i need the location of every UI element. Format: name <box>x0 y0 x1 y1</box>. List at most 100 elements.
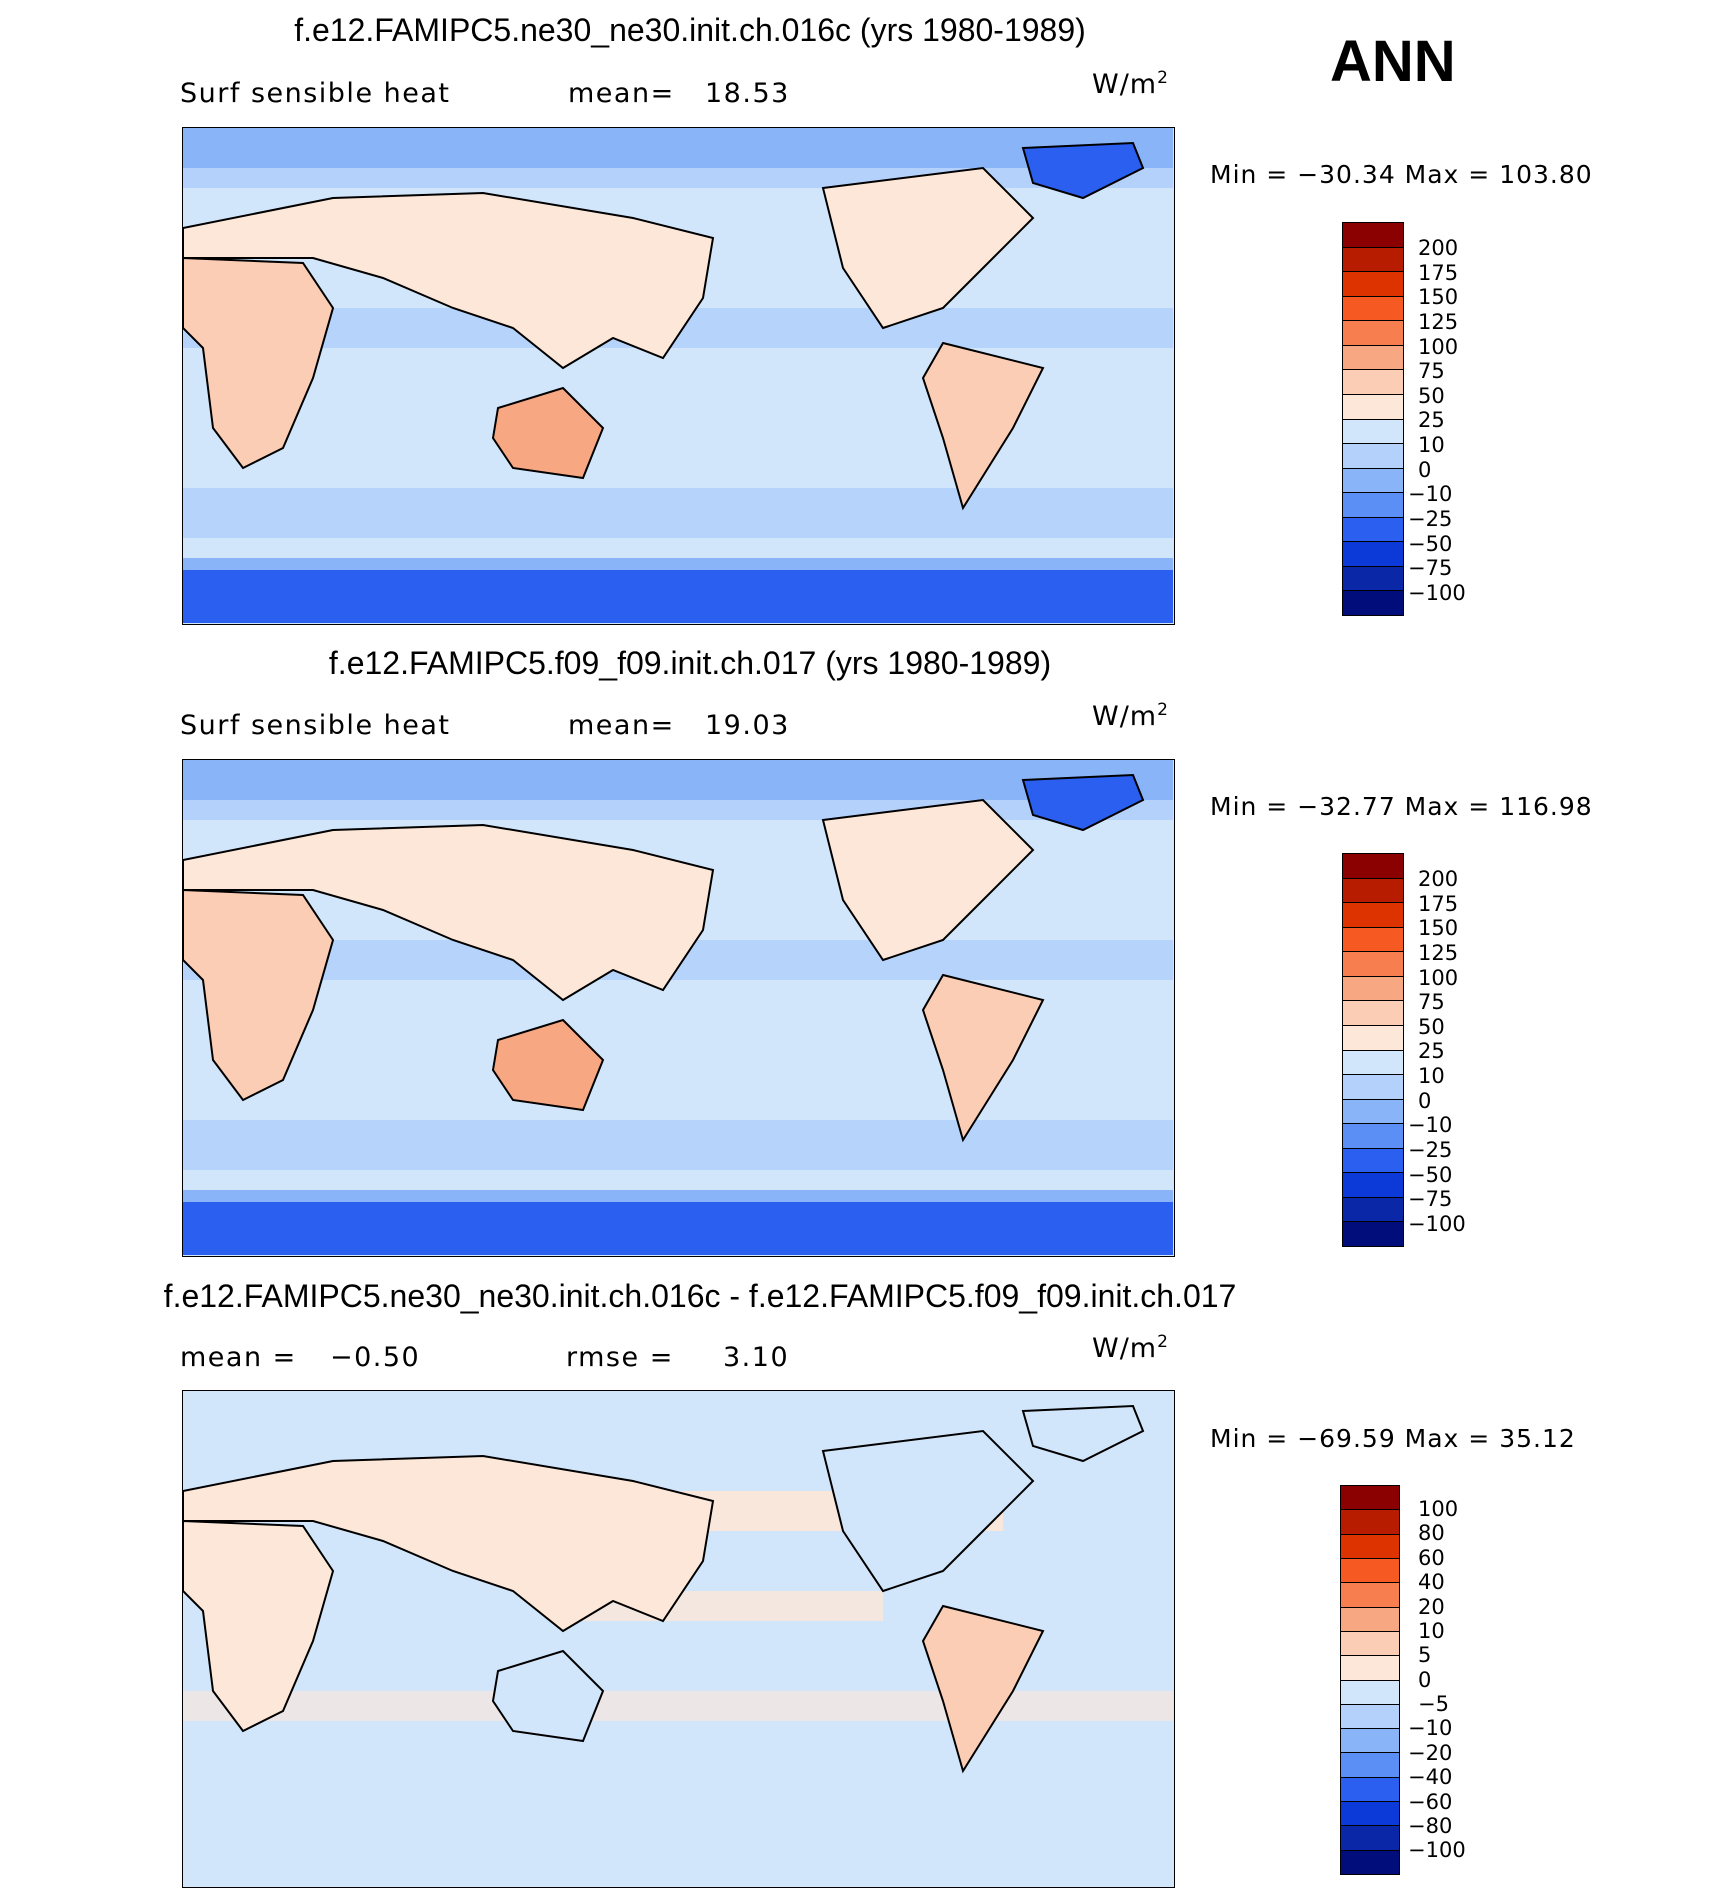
colorbar-swatch <box>1341 1510 1399 1535</box>
colorbar-swatch <box>1343 878 1403 904</box>
colorbar-swatch <box>1343 1148 1403 1174</box>
colorbar-label: −80 <box>1408 1813 1453 1838</box>
colorbar-label: −100 <box>1408 1211 1466 1236</box>
panel-1-mean-label: mean= <box>568 78 675 109</box>
panel-1-units: W/m2 <box>1092 68 1169 100</box>
colorbar-swatch <box>1343 976 1403 1002</box>
panel-2-variable-label: Surf sensible heat <box>180 710 451 741</box>
panel-3-map <box>182 1390 1175 1888</box>
colorbar-label: 125 <box>1418 309 1459 334</box>
colorbar-label: −25 <box>1408 506 1453 531</box>
colorbar-label: −100 <box>1408 1838 1466 1863</box>
colorbar-swatch <box>1341 1656 1399 1681</box>
colorbar-label: 125 <box>1418 940 1459 965</box>
colorbar-label: 100 <box>1418 1497 1459 1521</box>
colorbar-swatch <box>1343 247 1403 273</box>
colorbar-swatch <box>1343 1124 1403 1149</box>
colorbar-swatch <box>1343 1050 1403 1076</box>
colorbar-swatch <box>1343 370 1403 395</box>
colorbar-swatch <box>1341 1704 1399 1730</box>
colorbar-swatch <box>1343 927 1403 953</box>
colorbar-label: −10 <box>1408 1716 1453 1741</box>
colorbar-swatch <box>1343 1075 1403 1100</box>
colorbar-label: −10 <box>1408 1113 1453 1138</box>
panel-3-mean-value: −0.50 <box>330 1342 421 1373</box>
colorbar-label: −60 <box>1408 1789 1453 1814</box>
colorbar-label: 0 <box>1418 457 1432 482</box>
colorbar-swatch <box>1343 394 1403 420</box>
colorbar-label: −100 <box>1408 580 1466 605</box>
panel-2-units: W/m2 <box>1092 700 1169 732</box>
panel-3-minmax: Min = −69.59 Max = 35.12 <box>1210 1424 1576 1453</box>
colorbar-swatch <box>1341 1777 1399 1803</box>
colorbar-swatch <box>1341 1826 1399 1851</box>
colorbar-swatch <box>1343 321 1403 346</box>
colorbar-swatch <box>1341 1631 1399 1657</box>
colorbar-swatch <box>1341 1680 1399 1705</box>
panel-1-map <box>182 127 1175 625</box>
panel-2-colorbar <box>1342 853 1404 1247</box>
panel-1-title: f.e12.FAMIPC5.ne30_ne30.init.ch.016c (yr… <box>294 12 1086 48</box>
panel-1-colorbar <box>1342 222 1404 616</box>
season-label: ANN <box>1330 29 1456 94</box>
colorbar-swatch <box>1341 1558 1399 1584</box>
colorbar-swatch <box>1343 1197 1403 1223</box>
colorbar-swatch <box>1343 952 1403 977</box>
colorbar-label: −10 <box>1408 482 1453 507</box>
colorbar-label: 5 <box>1418 1643 1432 1668</box>
colorbar-label: 10 <box>1418 1618 1445 1643</box>
colorbar-label: 80 <box>1418 1521 1445 1546</box>
colorbar-label: 200 <box>1418 236 1459 260</box>
panel-3-title: f.e12.FAMIPC5.ne30_ne30.init.ch.016c - f… <box>163 1278 1237 1314</box>
panel-3-mean-label: mean = <box>180 1342 297 1373</box>
colorbar-swatch <box>1343 591 1403 615</box>
colorbar-swatch <box>1343 903 1403 928</box>
colorbar-label: 100 <box>1418 334 1459 359</box>
colorbar-swatch <box>1343 517 1403 543</box>
colorbar-label: −40 <box>1408 1765 1453 1790</box>
colorbar-label: 75 <box>1418 359 1445 384</box>
colorbar-swatch <box>1341 1753 1399 1778</box>
colorbar-label: 175 <box>1418 260 1459 285</box>
colorbar-swatch <box>1343 468 1403 494</box>
colorbar-swatch <box>1343 566 1403 592</box>
panel-2-title: f.e12.FAMIPC5.f09_f09.init.ch.017 (yrs 1… <box>328 645 1052 681</box>
colorbar-label: 25 <box>1418 408 1445 433</box>
panel-3-colorbar <box>1340 1485 1400 1875</box>
panel-2-map <box>182 759 1175 1257</box>
colorbar-swatch <box>1341 1850 1399 1874</box>
colorbar-label: −50 <box>1408 531 1453 556</box>
colorbar-swatch <box>1343 493 1403 518</box>
colorbar-label: −25 <box>1408 1137 1453 1162</box>
colorbar-swatch <box>1341 1583 1399 1608</box>
colorbar-swatch <box>1343 1173 1403 1198</box>
colorbar-label: 200 <box>1418 867 1459 891</box>
colorbar-swatch <box>1341 1729 1399 1754</box>
colorbar-label: −5 <box>1418 1692 1449 1716</box>
panel-1-map-graphic <box>183 128 1173 623</box>
colorbar-swatch <box>1343 419 1403 445</box>
colorbar-swatch <box>1341 1486 1399 1511</box>
colorbar-swatch <box>1343 345 1403 371</box>
panel-1-minmax: Min = −30.34 Max = 103.80 <box>1210 160 1593 189</box>
colorbar-label: −75 <box>1408 556 1453 581</box>
panel-3-units: W/m2 <box>1092 1332 1169 1364</box>
colorbar-swatch <box>1343 854 1403 879</box>
colorbar-swatch <box>1343 1222 1403 1246</box>
colorbar-label: 10 <box>1418 433 1445 457</box>
colorbar-swatch <box>1343 272 1403 297</box>
colorbar-label: 60 <box>1418 1545 1445 1570</box>
colorbar-label: 100 <box>1418 965 1459 990</box>
colorbar-swatch <box>1343 1099 1403 1125</box>
colorbar-swatch <box>1343 542 1403 567</box>
colorbar-swatch <box>1343 296 1403 322</box>
colorbar-swatch <box>1343 1025 1403 1051</box>
colorbar-label: 75 <box>1418 990 1445 1015</box>
colorbar-label: 20 <box>1418 1594 1445 1619</box>
colorbar-swatch <box>1343 223 1403 248</box>
colorbar-swatch <box>1341 1802 1399 1827</box>
colorbar-swatch <box>1341 1534 1399 1559</box>
panel-3-rmse-value: 3.10 <box>723 1342 790 1373</box>
panel-1-variable-label: Surf sensible heat <box>180 78 451 109</box>
panel-2-minmax: Min = −32.77 Max = 116.98 <box>1210 792 1593 821</box>
